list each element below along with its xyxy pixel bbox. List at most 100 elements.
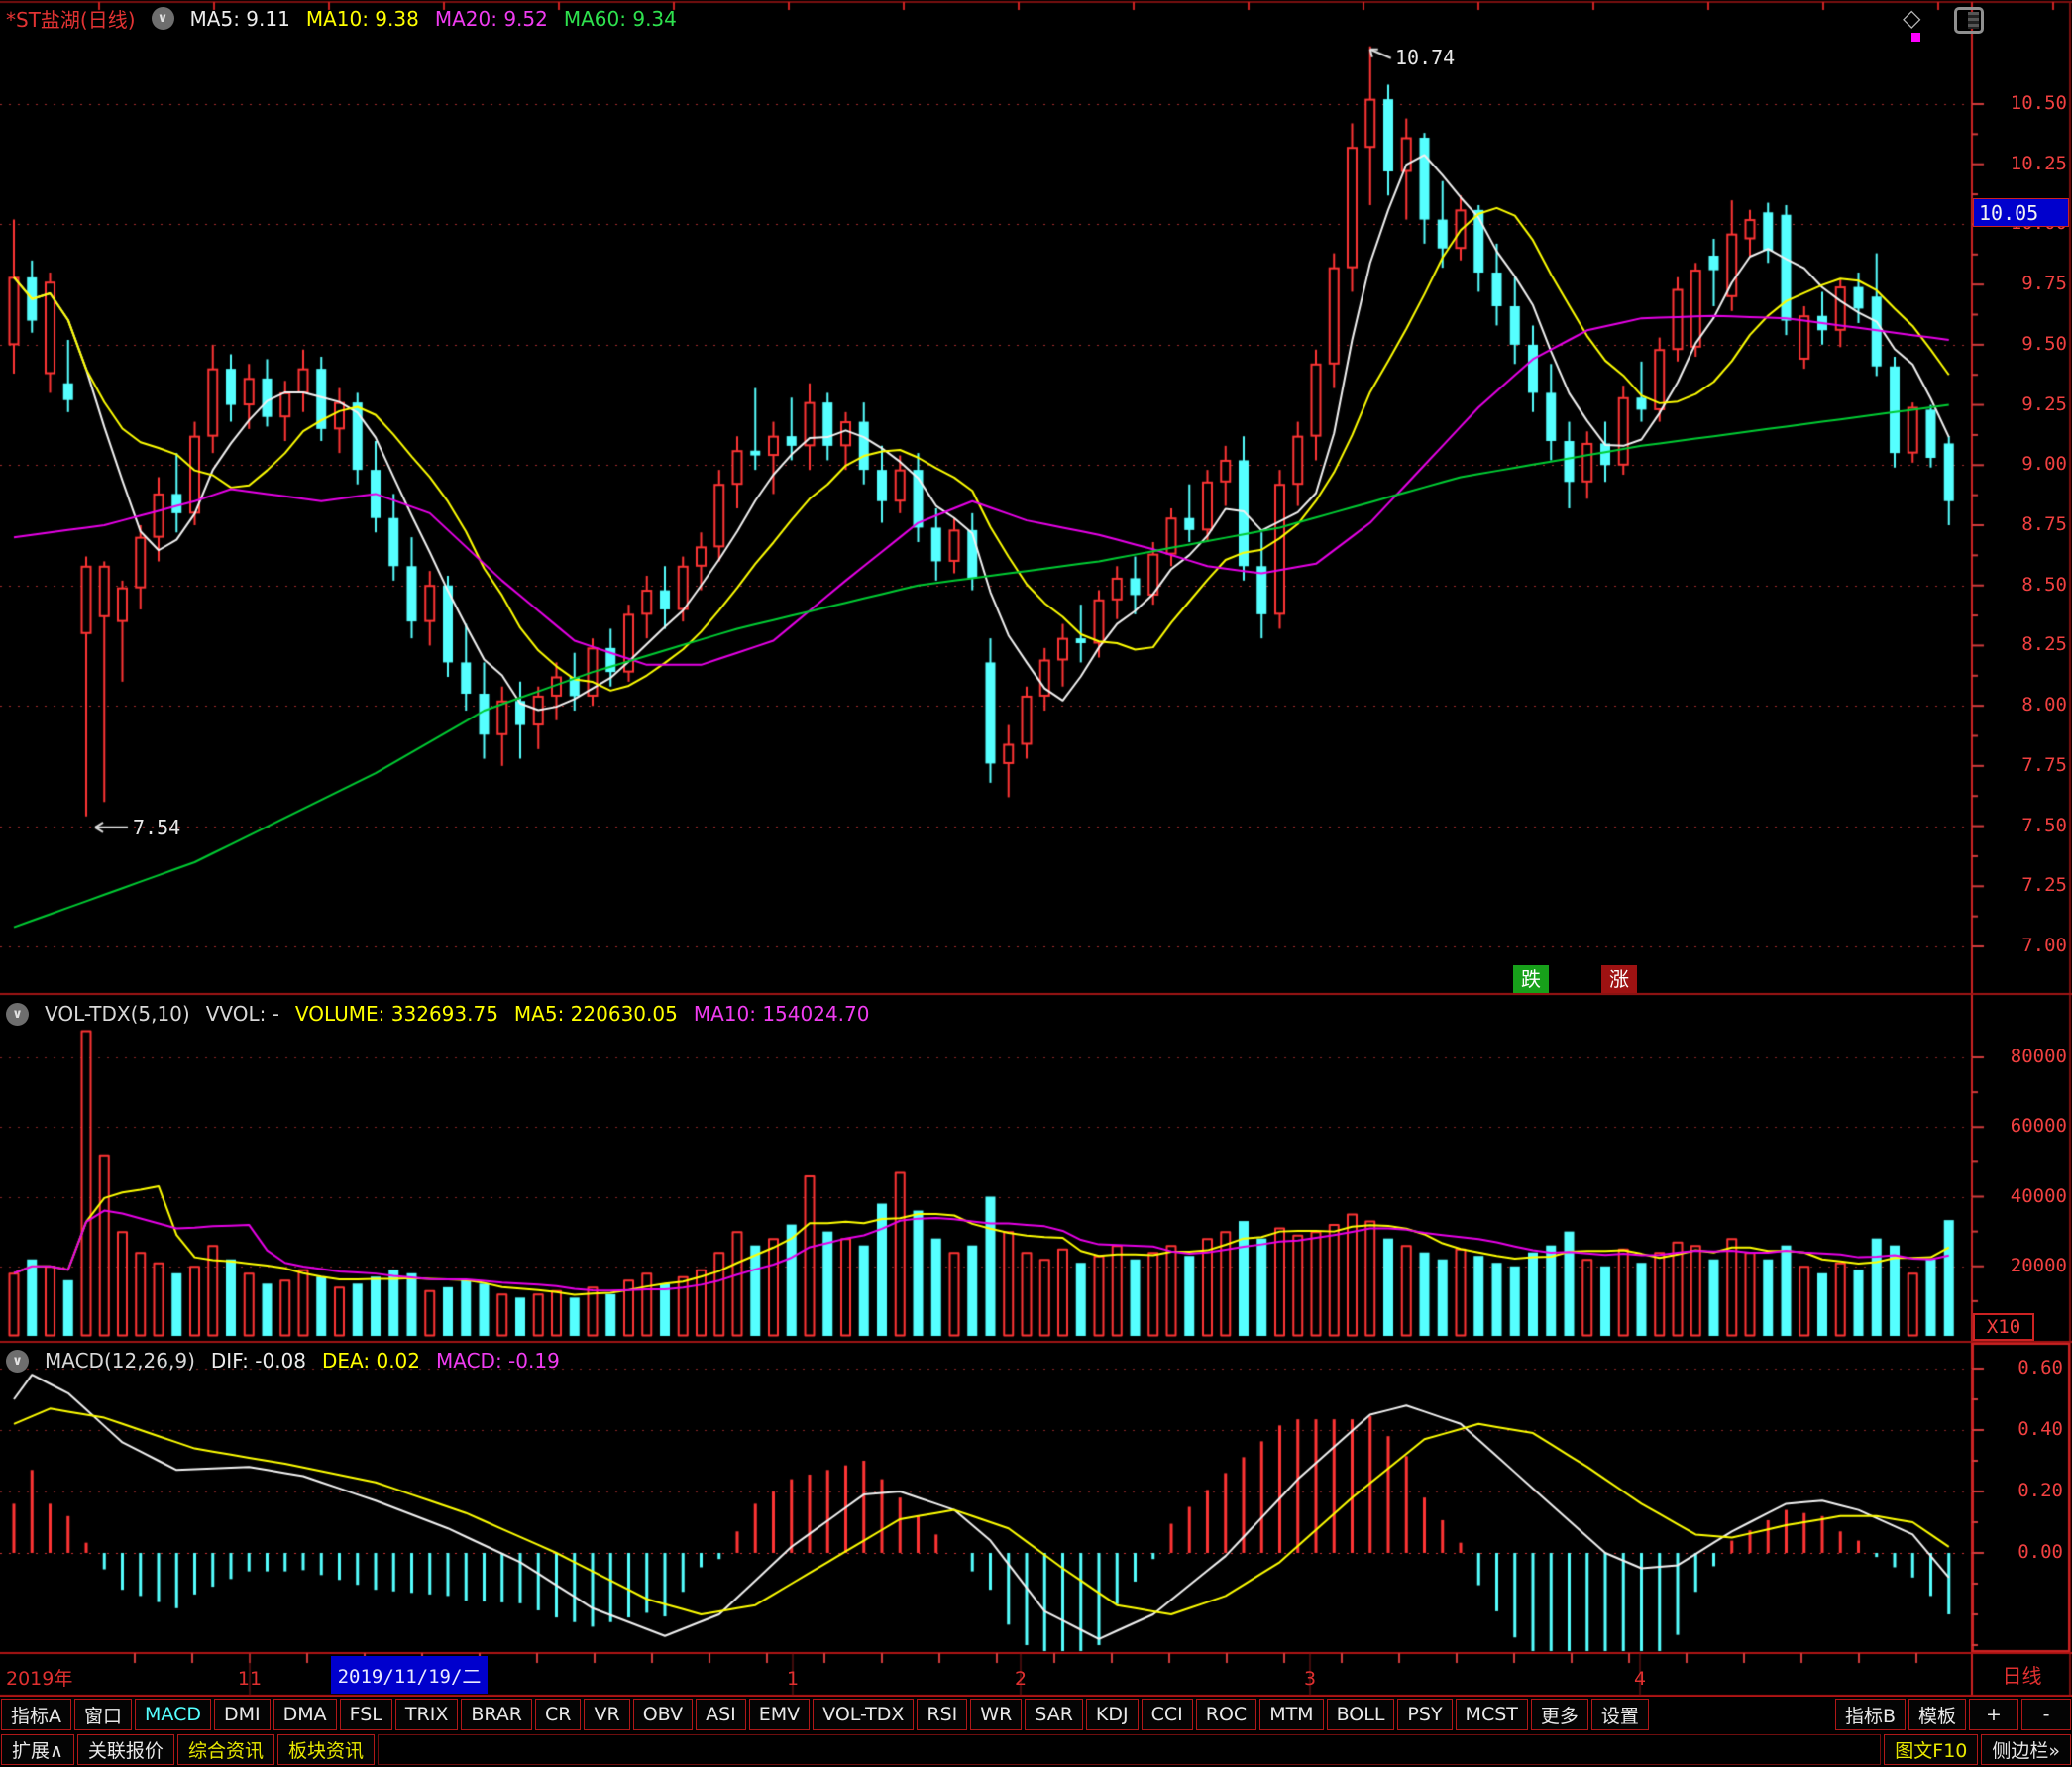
status-bar: 扩展∧ 关联报价 综合资讯 板块资讯 图文F10 侧边栏»	[0, 1732, 2072, 1767]
toolbar-item[interactable]: EMV	[748, 1699, 811, 1730]
toolbar-item[interactable]: RSI	[917, 1699, 968, 1730]
period-label[interactable]: 日线	[2002, 1664, 2042, 1688]
zoom-in-button[interactable]: +	[1969, 1699, 2018, 1730]
macd-indicator-name: MACD(12,26,9)	[45, 1349, 195, 1373]
volume-value: VOLUME: 332693.75	[294, 1002, 498, 1026]
chevron-down-icon[interactable]	[151, 7, 174, 30]
magenta-dot-icon	[1911, 33, 1920, 42]
timeline-month-label: 11	[237, 1668, 263, 1690]
price-axis-label: 7.75	[2021, 753, 2067, 776]
toolbar-item[interactable]: MCST	[1455, 1699, 1528, 1730]
toolbar-item[interactable]: FSL	[339, 1699, 392, 1730]
toolbar-item[interactable]: TRIX	[394, 1699, 459, 1730]
indicator-toolbar: 指标A 窗口 MACD DMI DMA FSL TRIX BRAR CR VR OBV ASI EMV V…	[0, 1697, 2072, 1732]
rise-button[interactable]: 涨	[1601, 965, 1637, 993]
toolbar-item[interactable]: CCI	[1141, 1699, 1193, 1730]
macd-axis-label: 0.00	[2017, 1541, 2063, 1563]
toolbar-item[interactable]: DMI	[213, 1699, 271, 1730]
price-axis-label: 8.50	[2021, 573, 2067, 596]
price-axis-label: 9.50	[2021, 332, 2067, 355]
chart-canvas[interactable]	[0, 0, 2072, 1697]
volume-axis-label: 40000	[2010, 1184, 2067, 1207]
ma5-value: MA5: 9.11	[189, 6, 290, 31]
dif-value: DIF: -0.08	[210, 1349, 306, 1373]
macd-value: MACD: -0.19	[436, 1349, 560, 1373]
toolbar-item[interactable]: VOL-TDX	[813, 1699, 915, 1730]
toolbar-item[interactable]: OBV	[632, 1699, 694, 1730]
toolbar-item[interactable]: CR	[535, 1699, 582, 1730]
volume-axis-label: 60000	[2010, 1115, 2067, 1138]
toolbar-item[interactable]: 窗口	[74, 1699, 133, 1730]
volume-unit-label: X10	[1973, 1313, 2034, 1341]
selected-date-box: 2019/11/19/二	[331, 1656, 488, 1694]
macd-axis-label: 0.40	[2017, 1418, 2063, 1440]
statusbar-item[interactable]: 扩展∧	[1, 1734, 74, 1765]
macd-header: MACD(12,26,9) DIF: -0.08 DEA: 0.02 MACD:…	[6, 1349, 560, 1373]
timeline-month-label: 2019年	[6, 1668, 73, 1690]
price-axis-label: 8.00	[2021, 694, 2067, 717]
toolbar-item[interactable]: SAR	[1025, 1699, 1083, 1730]
toolbar-item[interactable]: DMA	[273, 1699, 337, 1730]
diamond-icon[interactable]: ◇	[1903, 4, 1921, 32]
low-price-annotation: 7.54	[133, 816, 181, 839]
price-axis-label: 7.50	[2021, 814, 2067, 836]
vvol-value: VVOL: -	[205, 1002, 279, 1026]
price-axis-label: 8.25	[2021, 633, 2067, 656]
toolbar-item[interactable]: BRAR	[461, 1699, 533, 1730]
side-panel-icon[interactable]	[1954, 7, 1984, 34]
toolbar-item[interactable]: 模板	[1908, 1699, 1966, 1730]
main-chart-header: *ST盐湖(日线) MA5: 9.11 MA10: 9.38 MA20: 9.5…	[6, 4, 677, 33]
volume-ma5-value: MA5: 220630.05	[513, 1002, 678, 1026]
toolbar-item[interactable]: MACD	[135, 1699, 211, 1730]
page-title: *ST盐湖(日线)	[6, 8, 136, 32]
timeline-month-label: 4	[1633, 1668, 1647, 1690]
statusbar-item[interactable]: 综合资讯	[176, 1734, 274, 1765]
statusbar-item[interactable]: 关联报价	[76, 1734, 174, 1765]
chevron-down-icon[interactable]	[6, 1002, 29, 1026]
statusbar-item[interactable]: 侧边栏»	[1981, 1734, 2071, 1765]
toolbar-item[interactable]: 更多	[1530, 1699, 1588, 1730]
price-axis-label: 7.25	[2021, 874, 2067, 897]
timeline-month-label: 3	[1303, 1668, 1317, 1690]
statusbar-item[interactable]: 板块资讯	[276, 1734, 375, 1765]
toolbar-spacer	[1652, 1699, 1832, 1730]
price-axis-label: 9.25	[2021, 392, 2067, 415]
side-panel-icon-fill	[1968, 12, 1979, 29]
volume-indicator-name: VOL-TDX(5,10)	[45, 1002, 190, 1026]
toolbar-item[interactable]: ROC	[1195, 1699, 1257, 1730]
timeline-month-label: 2	[1014, 1668, 1028, 1690]
toolbar-item[interactable]: 设置	[1590, 1699, 1649, 1730]
price-axis-label: 10.50	[2010, 92, 2067, 114]
toolbar-item[interactable]: MTM	[1259, 1699, 1324, 1730]
timeline-month-label: 1	[786, 1668, 800, 1690]
price-axis-label: 8.75	[2021, 512, 2067, 535]
volume-axis-label: 80000	[2010, 1046, 2067, 1067]
high-price-annotation: 10.74	[1395, 46, 1456, 69]
volume-ma10-value: MA10: 154024.70	[693, 1002, 870, 1026]
toolbar-item[interactable]: KDJ	[1085, 1699, 1139, 1730]
price-axis-label: 10.25	[2010, 152, 2067, 174]
toolbar-item[interactable]: WR	[970, 1699, 1023, 1730]
toolbar-item[interactable]: 指标B	[1834, 1699, 1906, 1730]
volume-header: VOL-TDX(5,10) VVOL: - VOLUME: 332693.75 …	[6, 1002, 869, 1026]
statusbar-spacer	[377, 1734, 1882, 1765]
statusbar-item[interactable]: 图文F10	[1884, 1734, 1979, 1765]
zoom-out-button[interactable]: -	[2021, 1699, 2071, 1730]
toolbar-item[interactable]: 指标A	[1, 1699, 71, 1730]
ma60-value: MA60: 9.34	[563, 6, 677, 31]
macd-axis-label: 0.20	[2017, 1480, 2063, 1501]
macd-axis-label: 0.60	[2017, 1357, 2063, 1379]
toolbar-item[interactable]: PSY	[1397, 1699, 1453, 1730]
toolbar-item[interactable]: ASI	[696, 1699, 746, 1730]
toolbar-item[interactable]: BOLL	[1326, 1699, 1395, 1730]
price-axis-label: 9.75	[2021, 273, 2067, 295]
price-axis-label: 9.00	[2021, 453, 2067, 476]
chevron-down-icon[interactable]	[6, 1349, 29, 1373]
toolbar-item[interactable]: VR	[584, 1699, 630, 1730]
price-axis-label: 7.00	[2021, 934, 2067, 956]
fall-button[interactable]: 跌	[1513, 965, 1549, 993]
last-price-tag: 10.05	[1973, 198, 2069, 227]
volume-axis-label: 20000	[2010, 1254, 2067, 1276]
ma10-value: MA10: 9.38	[305, 6, 419, 31]
